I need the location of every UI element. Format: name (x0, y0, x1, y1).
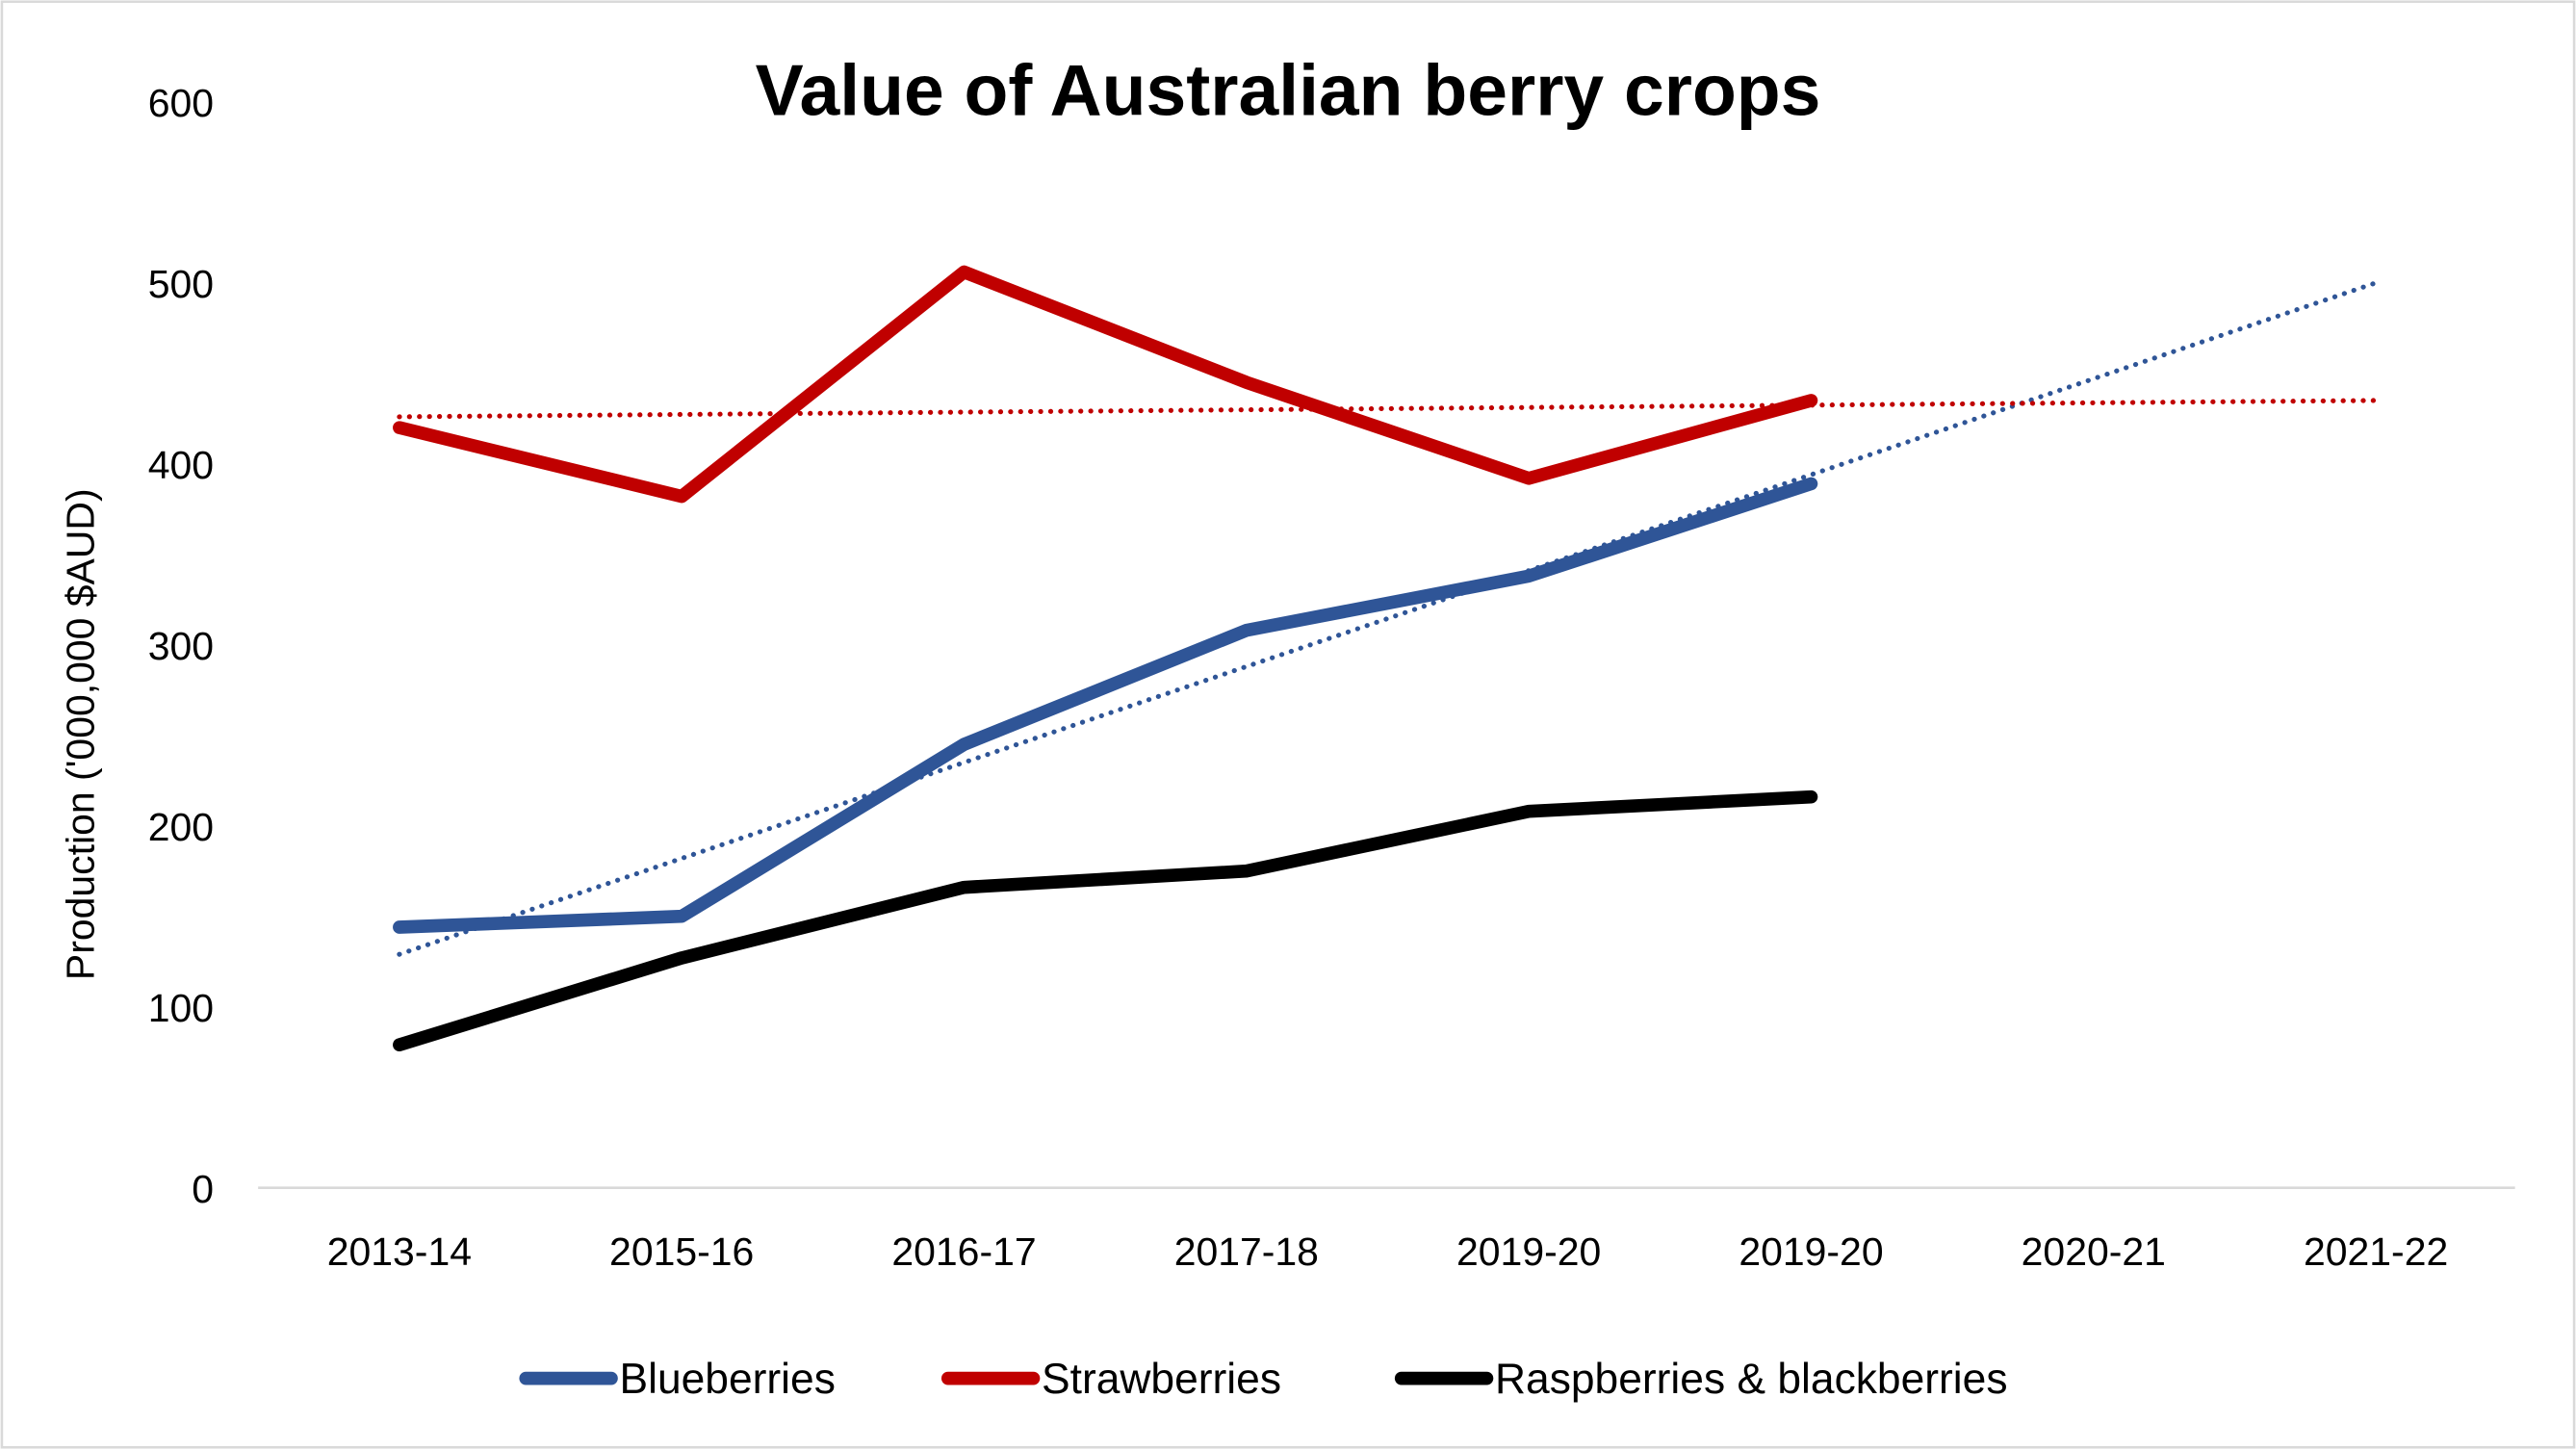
y-tick-label: 500 (148, 262, 214, 306)
y-tick-label: 300 (148, 624, 214, 668)
y-tick-label: 0 (192, 1167, 214, 1211)
legend-item: Strawberries (940, 1356, 1281, 1403)
y-tick-label: 100 (148, 986, 214, 1030)
y-tick-label: 400 (148, 443, 214, 487)
legend-item: Raspberries & blackberries (1394, 1356, 2008, 1403)
legend-item: Blueberries (519, 1356, 836, 1403)
legend-label: Raspberries & blackberries (1495, 1356, 2008, 1403)
chart-title: Value of Australian berry crops (756, 49, 1821, 130)
series-1 (393, 265, 1818, 504)
x-tick-label: 2017-18 (1174, 1229, 1319, 1274)
x-tick-label: 2021-22 (2304, 1229, 2448, 1274)
trendline-strawberries (397, 398, 2379, 420)
y-tick-label: 200 (148, 805, 214, 849)
x-tick-label: 2019-20 (1739, 1229, 1883, 1274)
y-axis-label: Production ('000,000 $AUD) (58, 488, 102, 980)
series-0 (393, 477, 1818, 934)
legend-label: Strawberries (1042, 1356, 1281, 1403)
x-tick-label: 2015-16 (609, 1229, 754, 1274)
series-line (393, 789, 1818, 1052)
trendline-blueberries (397, 280, 2379, 957)
x-tick-label: 2016-17 (891, 1229, 1036, 1274)
series-2 (393, 789, 1818, 1052)
x-tick-label: 2020-21 (2022, 1229, 2166, 1274)
legend-label: Blueberries (620, 1356, 836, 1403)
series-line (393, 265, 1818, 504)
x-tick-label: 2019-20 (1456, 1229, 1601, 1274)
x-tick-label: 2013-14 (327, 1229, 472, 1274)
series-line (393, 477, 1818, 934)
y-tick-label: 600 (148, 81, 214, 125)
